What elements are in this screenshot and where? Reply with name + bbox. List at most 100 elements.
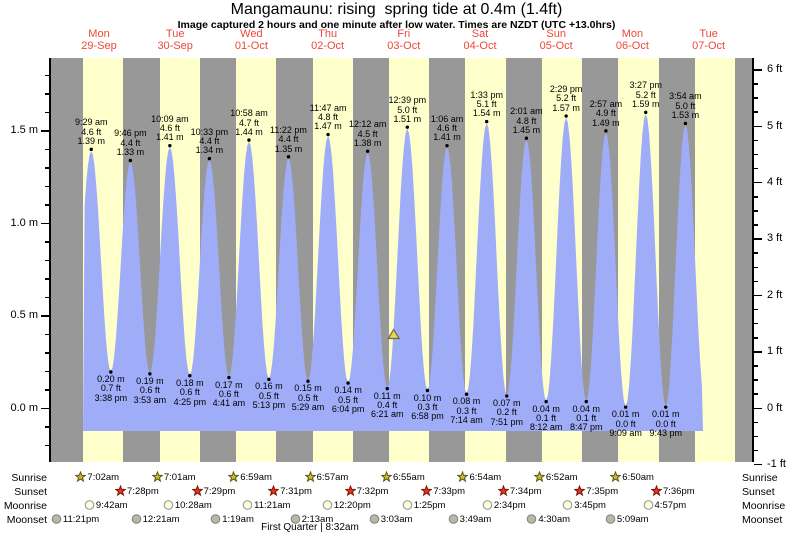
right-minor-tick <box>754 393 758 395</box>
sunrise-star-icon <box>610 471 622 483</box>
sunset-time: 7:36pm <box>662 485 695 497</box>
right-minor-tick <box>754 111 758 113</box>
right-minor-tick <box>754 449 758 452</box>
moon-shape <box>448 514 458 524</box>
high-tide-label-line: 4.4 ft <box>199 136 220 146</box>
star-shape <box>228 471 240 483</box>
sunset-event: 7:28pm <box>115 485 159 497</box>
low-tide-label: 0.16 m 0.5 ft 5:13 pm <box>253 381 286 410</box>
moonrise-moon-icon <box>402 500 413 510</box>
star-shape <box>381 471 393 483</box>
right-minor-tick <box>754 210 758 212</box>
low-tide-label-line: 0.1 ft <box>576 413 597 423</box>
star-shape <box>421 485 433 497</box>
moonrise-moon-icon <box>562 500 573 510</box>
right-minor-tick <box>754 280 758 283</box>
right-minor-tick <box>754 224 758 226</box>
sunrise-time: 6:50am <box>622 471 654 483</box>
left-minor-tick <box>45 111 49 113</box>
high-tide-label: 2:29 pm 5.2 ft 1.57 m <box>550 84 583 113</box>
moon-shape <box>210 514 221 524</box>
low-tide-label-line: 4:41 am <box>212 398 246 409</box>
moonset-event: 11:21pm <box>51 513 99 525</box>
star-shape <box>650 485 662 497</box>
high-tide-label-line: 4.7 ft <box>238 117 259 128</box>
low-tide-label-line: 0.6 ft <box>179 387 200 398</box>
day-date: 05-Oct <box>539 40 573 52</box>
day-header: Tue 07-Oct <box>674 28 744 52</box>
sunrise-event: 7:02am <box>75 471 119 483</box>
low-tide-label-line: 0.15 m <box>294 383 322 394</box>
sunset-star-icon <box>650 485 662 497</box>
high-tide-label: 10:09 am 4.6 ft 1.41 m <box>151 114 189 143</box>
low-tide-label: 0.04 m 0.1 ft 8:47 pm <box>570 403 603 433</box>
high-tide-label-line: 4.6 ft <box>81 126 102 137</box>
right-minor-tick <box>754 266 758 269</box>
daylight-band <box>618 58 659 462</box>
high-tide-label-line: 10:33 pm <box>190 126 229 137</box>
moon-shape <box>527 514 537 524</box>
moon-shape <box>402 500 413 510</box>
high-tide-label-line: 2:57 am <box>589 98 623 109</box>
sunrise-star-icon <box>151 471 163 483</box>
sunrise-time: 6:54am <box>469 471 502 483</box>
high-tide-label-line: 1.59 m <box>631 99 660 110</box>
left-minor-tick <box>45 93 49 95</box>
left-axis-label: 1.5 m <box>10 124 38 136</box>
right-axis-label: 0 ft <box>767 401 783 414</box>
moonrise-event: 11:21am <box>242 499 290 511</box>
moonrise-moon-icon <box>643 500 653 510</box>
high-tide-label: 12:12 am 4.5 ft 1.38 m <box>349 119 387 148</box>
left-axis-label: 1.0 m <box>10 216 38 229</box>
low-tide-label-line: 0.17 m <box>215 379 243 390</box>
right-axis-label: 5 ft <box>767 119 783 132</box>
high-tide-label-line: 12:39 pm <box>388 95 427 106</box>
star-shape <box>610 471 622 483</box>
day-header: Sun 05-Oct <box>521 28 591 52</box>
star-shape <box>497 485 509 497</box>
high-tide-label-line: 5.2 ft <box>556 93 577 104</box>
day-header: Sat 04-Oct <box>445 28 515 52</box>
high-tide-label-line: 5.2 ft <box>635 89 656 100</box>
low-tide-label: 0.01 m 0.0 ft 9:43 pm <box>649 409 682 438</box>
sunrise-star-icon <box>457 471 469 483</box>
moonset-moon-icon <box>210 514 221 524</box>
high-tide-label-line: 1:06 am <box>430 113 464 124</box>
sunrise-event: 6:59am <box>228 471 272 483</box>
low-tide-label-line: 0.04 m <box>532 403 560 414</box>
high-tide-label-line: 1.33 m <box>116 147 145 158</box>
moonrise-event: 3:45pm <box>562 499 606 511</box>
sunset-event: 7:32pm <box>344 485 388 497</box>
low-tide-label-line: 0.04 m <box>572 403 600 414</box>
day-name: Mon <box>88 28 110 40</box>
sunset-event: 7:34pm <box>497 485 542 497</box>
high-tide-label-line: 2:01 am <box>510 106 543 117</box>
high-tide-label: 10:33 pm 4.4 ft 1.34 m <box>190 126 229 156</box>
high-tide-label-line: 1.47 m <box>314 121 342 132</box>
day-header: Mon 29-Sep <box>64 28 134 52</box>
low-tide-label: 0.01 m 0.0 ft 9:09 am <box>609 409 642 438</box>
moonset-time: 2:13am <box>301 513 334 525</box>
high-tide-label: 2:01 am 4.8 ft 1.45 m <box>510 106 543 136</box>
left-minor-tick <box>45 278 49 280</box>
left-minor-tick <box>45 370 49 372</box>
right-minor-tick <box>754 167 758 170</box>
day-header: Tue 30-Sep <box>140 28 210 52</box>
right-minor-tick <box>754 97 758 99</box>
low-tide-label-line: 0.6 ft <box>139 385 160 396</box>
moonset-moon-icon <box>131 514 141 524</box>
day-date: 06-Oct <box>615 40 649 52</box>
sunrise-event: 6:54am <box>457 471 501 483</box>
star-shape <box>75 471 87 483</box>
low-tide-label: 0.10 m 0.3 ft 6:58 pm <box>411 393 444 422</box>
high-tide-label-line: 1.45 m <box>512 125 541 136</box>
sunrise-star-icon <box>381 471 393 483</box>
high-tide-label: 10:58 am 4.7 ft 1.44 m <box>230 108 268 137</box>
high-tide-label-line: 1.41 m <box>156 132 184 143</box>
left-minor-tick <box>45 389 49 391</box>
moonrise-time: 10:28am <box>174 499 212 511</box>
day-date: 02-Oct <box>311 40 345 52</box>
low-tide-label: 0.15 m 0.5 ft 5:29 am <box>292 383 325 412</box>
right-minor-tick <box>754 153 758 156</box>
moonset-event: 1:19am <box>210 513 254 525</box>
